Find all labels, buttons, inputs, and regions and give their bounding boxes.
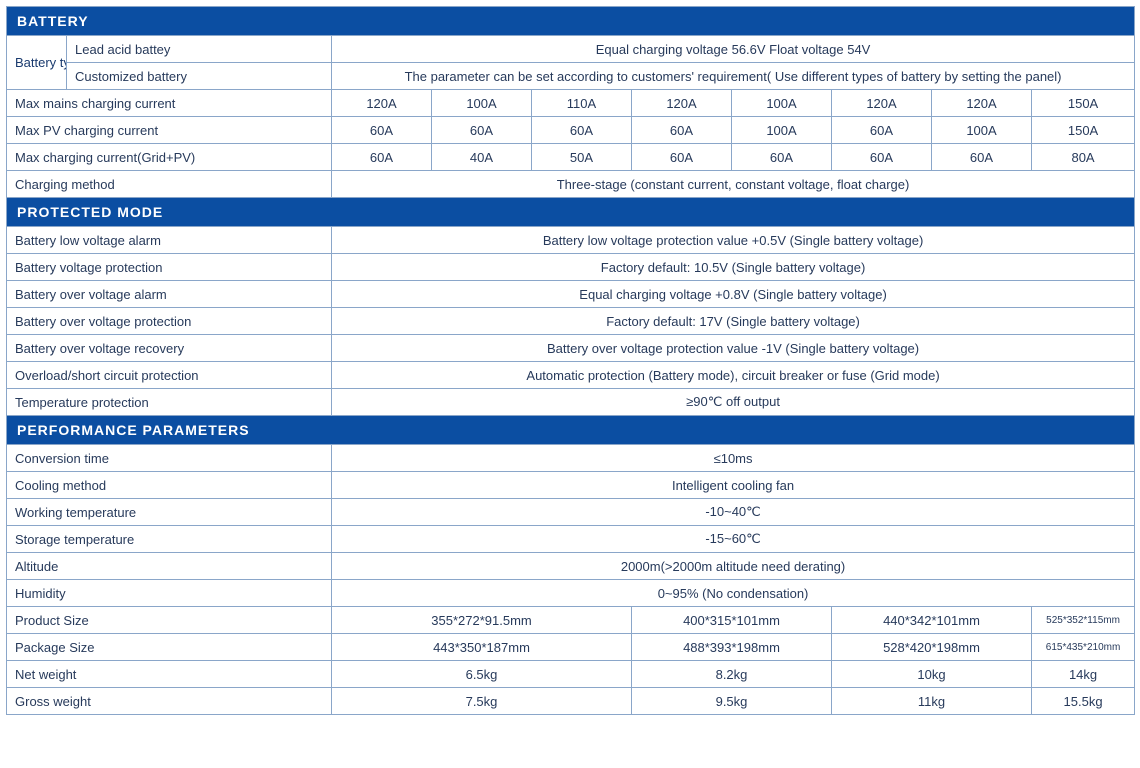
lead-acid-value: Equal charging voltage 56.6V Float volta…: [332, 36, 1135, 63]
battery-type-label: Battery type: [7, 36, 67, 90]
size-row-3: Gross weight 7.5kg 9.5kg 11kg 15.5kg: [7, 688, 1135, 715]
spec-table: BATTERY Battery type Lead acid battey Eq…: [6, 6, 1135, 715]
charging-method-value: Three-stage (constant current, constant …: [332, 171, 1135, 198]
size-row-0: Product Size 355*272*91.5mm 400*315*101m…: [7, 607, 1135, 634]
size-row-1: Package Size 443*350*187mm 488*393*198mm…: [7, 634, 1135, 661]
section-battery: BATTERY: [7, 7, 1135, 36]
battery-row-2: Max charging current(Grid+PV) 60A 40A 50…: [7, 144, 1135, 171]
custom-battery-label: Customized battery: [67, 63, 332, 90]
charging-method-label: Charging method: [7, 171, 332, 198]
custom-battery-value: The parameter can be set according to cu…: [332, 63, 1135, 90]
battery-row-0: Max mains charging current 120A 100A 110…: [7, 90, 1135, 117]
lead-acid-label: Lead acid battey: [67, 36, 332, 63]
size-row-2: Net weight 6.5kg 8.2kg 10kg 14kg: [7, 661, 1135, 688]
section-performance: PERFORMANCE PARAMETERS: [7, 416, 1135, 445]
battery-row-1: Max PV charging current 60A 60A 60A 60A …: [7, 117, 1135, 144]
section-protected: PROTECTED MODE: [7, 198, 1135, 227]
